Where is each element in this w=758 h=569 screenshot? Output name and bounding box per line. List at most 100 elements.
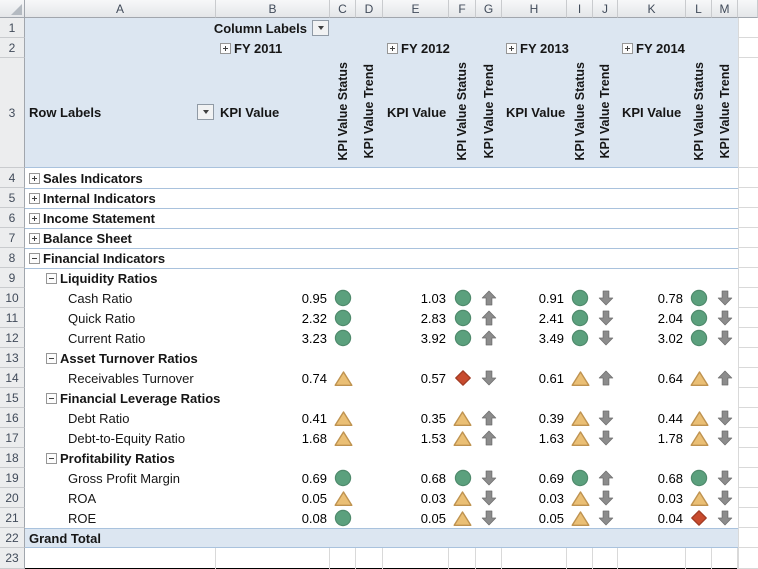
- kpi-value-status-header[interactable]: KPI Value Status: [449, 58, 476, 168]
- kpi-value-cell[interactable]: 0.08: [216, 508, 330, 528]
- kpi-trend-cell[interactable]: [356, 288, 383, 308]
- row-labels-cell[interactable]: Row Labels: [25, 58, 216, 168]
- column-header-I[interactable]: I: [567, 0, 593, 18]
- kpi-status-cell[interactable]: [686, 408, 712, 428]
- kpi-trend-cell[interactable]: [476, 468, 502, 488]
- column-labels-filter-button[interactable]: [312, 20, 329, 36]
- kpi-value-trend-header[interactable]: KPI Value Trend: [476, 58, 502, 168]
- kpi-value-status-header[interactable]: KPI Value Status: [686, 58, 712, 168]
- row-header-8[interactable]: 8: [0, 248, 25, 268]
- kpi-value-header[interactable]: KPI Value: [383, 58, 449, 168]
- kpi-status-cell[interactable]: [449, 468, 476, 488]
- kpi-status-cell[interactable]: [567, 468, 593, 488]
- kpi-status-cell[interactable]: [449, 308, 476, 328]
- empty-cell[interactable]: [738, 348, 758, 368]
- row-header-6[interactable]: 6: [0, 208, 25, 228]
- row-header-23[interactable]: 23: [0, 548, 25, 569]
- empty-cell[interactable]: [738, 188, 758, 208]
- kpi-value-cell[interactable]: 0.64: [618, 368, 686, 388]
- empty-cell[interactable]: [738, 408, 758, 428]
- empty-cell[interactable]: [738, 288, 758, 308]
- row-header-22[interactable]: 22: [0, 528, 25, 548]
- row-header-3[interactable]: 3: [0, 58, 25, 168]
- row-header-12[interactable]: 12: [0, 328, 25, 348]
- kpi-status-cell[interactable]: [567, 328, 593, 348]
- kpi-value-trend-header[interactable]: KPI Value Trend: [593, 58, 618, 168]
- kpi-status-cell[interactable]: [686, 468, 712, 488]
- kpi-value-cell[interactable]: 3.02: [618, 328, 686, 348]
- kpi-status-cell[interactable]: [686, 288, 712, 308]
- kpi-trend-cell[interactable]: [593, 368, 618, 388]
- empty-cell[interactable]: [738, 58, 758, 168]
- kpi-status-cell[interactable]: [330, 288, 356, 308]
- kpi-value-cell[interactable]: 3.92: [383, 328, 449, 348]
- column-header-J[interactable]: J: [593, 0, 618, 18]
- empty-cell[interactable]: [738, 528, 758, 548]
- kpi-status-cell[interactable]: [330, 408, 356, 428]
- kpi-status-cell[interactable]: [567, 288, 593, 308]
- empty-cell[interactable]: [738, 208, 758, 228]
- item-label-cell[interactable]: Gross Profit Margin: [25, 468, 216, 488]
- empty-cell[interactable]: [738, 548, 758, 569]
- kpi-value-cell[interactable]: 0.74: [216, 368, 330, 388]
- empty-cell[interactable]: [738, 328, 758, 348]
- kpi-status-cell[interactable]: [330, 508, 356, 528]
- kpi-value-cell[interactable]: 1.78: [618, 428, 686, 448]
- row-header-18[interactable]: 18: [0, 448, 25, 468]
- kpi-trend-cell[interactable]: [712, 508, 738, 528]
- row-header-7[interactable]: 7: [0, 228, 25, 248]
- kpi-value-cell[interactable]: 2.32: [216, 308, 330, 328]
- kpi-trend-cell[interactable]: [712, 408, 738, 428]
- category-label-cell[interactable]: Financial Leverage Ratios: [25, 388, 738, 408]
- kpi-trend-cell[interactable]: [476, 408, 502, 428]
- kpi-value-cell[interactable]: 0.78: [618, 288, 686, 308]
- expand-button[interactable]: [29, 172, 40, 184]
- kpi-status-cell[interactable]: [330, 308, 356, 328]
- kpi-value-cell[interactable]: 2.83: [383, 308, 449, 328]
- kpi-value-cell[interactable]: 0.61: [502, 368, 567, 388]
- kpi-status-cell[interactable]: [567, 428, 593, 448]
- category-label-cell[interactable]: Sales Indicators: [25, 168, 738, 188]
- kpi-value-cell[interactable]: 0.57: [383, 368, 449, 388]
- row-header-19[interactable]: 19: [0, 468, 25, 488]
- kpi-trend-cell[interactable]: [593, 288, 618, 308]
- kpi-value-status-header[interactable]: KPI Value Status: [567, 58, 593, 168]
- empty-cell[interactable]: [738, 168, 758, 188]
- expand-button[interactable]: [29, 213, 40, 224]
- row-header-11[interactable]: 11: [0, 308, 25, 328]
- kpi-trend-cell[interactable]: [593, 428, 618, 448]
- kpi-value-cell[interactable]: 0.03: [618, 488, 686, 508]
- year-header-fy-2012[interactable]: FY 2012: [383, 38, 450, 58]
- expand-button[interactable]: [387, 42, 398, 54]
- column-header-L[interactable]: L: [686, 0, 712, 18]
- kpi-value-cell[interactable]: 0.04: [618, 508, 686, 528]
- kpi-value-cell[interactable]: 0.05: [216, 488, 330, 508]
- row-header-1[interactable]: 1: [0, 18, 25, 38]
- year-header-fy-2011[interactable]: FY 2011: [216, 38, 330, 58]
- collapse-button[interactable]: [46, 452, 57, 464]
- kpi-value-cell[interactable]: 0.69: [216, 468, 330, 488]
- kpi-value-cell[interactable]: 0.05: [502, 508, 567, 528]
- kpi-trend-cell[interactable]: [356, 468, 383, 488]
- kpi-trend-cell[interactable]: [476, 428, 502, 448]
- row-header-2[interactable]: 2: [0, 38, 25, 58]
- collapse-button[interactable]: [46, 352, 57, 364]
- kpi-trend-cell[interactable]: [356, 428, 383, 448]
- kpi-status-cell[interactable]: [567, 368, 593, 388]
- kpi-status-cell[interactable]: [449, 428, 476, 448]
- column-header-G[interactable]: G: [476, 0, 502, 18]
- empty-cell[interactable]: [738, 18, 758, 38]
- kpi-status-cell[interactable]: [686, 368, 712, 388]
- row-header-13[interactable]: 13: [0, 348, 25, 368]
- collapse-button[interactable]: [46, 392, 57, 404]
- kpi-trend-cell[interactable]: [356, 508, 383, 528]
- kpi-value-header[interactable]: KPI Value: [618, 58, 686, 168]
- kpi-status-cell[interactable]: [449, 508, 476, 528]
- kpi-trend-cell[interactable]: [356, 328, 383, 348]
- column-header-C[interactable]: C: [330, 0, 356, 18]
- empty-cell[interactable]: [738, 508, 758, 528]
- kpi-trend-cell[interactable]: [476, 488, 502, 508]
- kpi-trend-cell[interactable]: [712, 288, 738, 308]
- item-label-cell[interactable]: Receivables Turnover: [25, 368, 216, 388]
- kpi-value-cell[interactable]: 0.95: [216, 288, 330, 308]
